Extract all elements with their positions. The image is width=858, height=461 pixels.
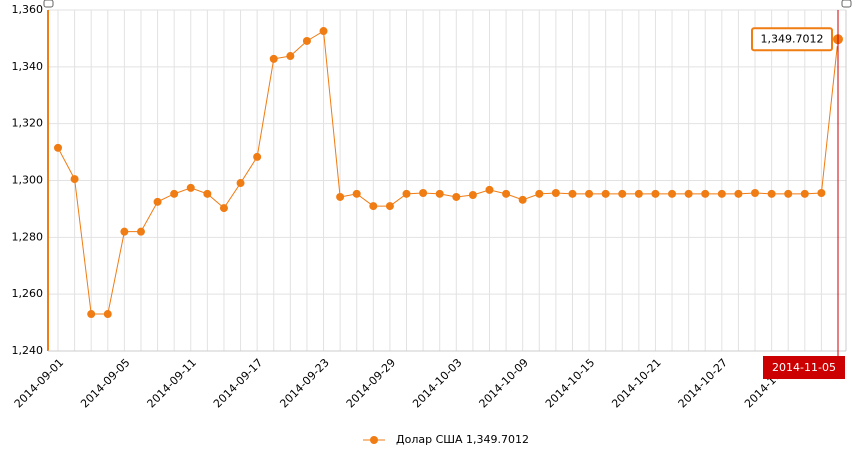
y-tick-label: 1,320 xyxy=(12,117,44,130)
x-tick-label: 2014-09-17 xyxy=(211,356,265,410)
data-point xyxy=(269,54,278,63)
data-point xyxy=(120,227,129,236)
tooltip-box xyxy=(751,27,833,52)
data-point xyxy=(136,227,145,236)
data-point xyxy=(618,189,627,198)
data-point xyxy=(286,52,295,61)
legend-label: Долар США 1,349.7012 xyxy=(396,433,529,446)
data-point xyxy=(236,179,245,188)
x-tick-label: 2014-09-29 xyxy=(344,356,398,410)
data-point xyxy=(751,189,760,198)
data-point xyxy=(352,189,361,198)
data-point xyxy=(219,204,228,213)
data-point xyxy=(153,197,162,206)
cursor-label-box xyxy=(763,356,845,379)
data-point xyxy=(419,189,428,198)
x-tick-label: 2014-09-23 xyxy=(277,356,331,410)
data-point xyxy=(485,185,494,194)
data-point xyxy=(302,36,311,45)
x-tick-label: 2014-10-03 xyxy=(410,356,464,410)
x-tick-label: 2014-10-27 xyxy=(676,356,730,410)
data-point xyxy=(668,189,677,198)
data-point xyxy=(634,189,643,198)
y-tick-label: 1,340 xyxy=(12,60,44,73)
x-tick-label: 2014-09-05 xyxy=(78,356,132,410)
data-point xyxy=(568,189,577,198)
data-point xyxy=(535,189,544,198)
x-tick-label: 2014-10-09 xyxy=(477,356,531,410)
data-point xyxy=(186,183,195,192)
data-point xyxy=(402,189,411,198)
data-point xyxy=(734,189,743,198)
data-point xyxy=(551,189,560,198)
data-point xyxy=(817,189,826,198)
data-point xyxy=(701,189,710,198)
data-point xyxy=(103,310,112,319)
data-point xyxy=(717,189,726,198)
cursor-label: 2014-11-05 xyxy=(772,361,836,374)
data-point xyxy=(651,189,660,198)
data-point xyxy=(87,310,96,319)
data-point xyxy=(784,189,793,198)
data-point xyxy=(385,202,394,211)
x-tick-label: 2014-09-11 xyxy=(145,356,199,410)
data-point xyxy=(319,27,328,36)
data-point xyxy=(601,189,610,198)
data-point xyxy=(585,189,594,198)
x-tick-label: 2014-10-21 xyxy=(609,356,663,410)
data-point xyxy=(468,190,477,199)
data-point xyxy=(253,152,262,161)
data-point xyxy=(369,202,378,211)
data-point xyxy=(54,143,62,152)
data-point xyxy=(684,189,693,198)
data-point xyxy=(452,192,461,201)
data-point xyxy=(767,189,776,198)
data-point xyxy=(336,192,345,201)
y-tick-label: 1,300 xyxy=(12,174,44,187)
scroll-handles xyxy=(43,0,852,8)
data-point xyxy=(518,195,527,204)
data-point xyxy=(170,189,179,198)
y-tick-label: 1,280 xyxy=(12,230,44,243)
x-tick-label: 2014-10-15 xyxy=(543,356,597,410)
tooltip-value: 1,349.7012 xyxy=(761,32,824,45)
data-point xyxy=(435,189,444,198)
x-tick-label: 2014-09-01 xyxy=(12,356,66,410)
legend-name: Долар США xyxy=(396,433,463,446)
data-point xyxy=(502,189,511,198)
y-tick-label: 1,360 xyxy=(12,3,44,16)
y-tick-label: 1,260 xyxy=(12,287,44,300)
y-tick-label: 1,240 xyxy=(12,344,44,357)
legend-marker xyxy=(370,436,378,444)
data-point xyxy=(800,189,809,198)
legend-value: 1,349.7012 xyxy=(466,433,529,446)
data-point xyxy=(203,189,212,198)
data-point xyxy=(70,175,79,184)
